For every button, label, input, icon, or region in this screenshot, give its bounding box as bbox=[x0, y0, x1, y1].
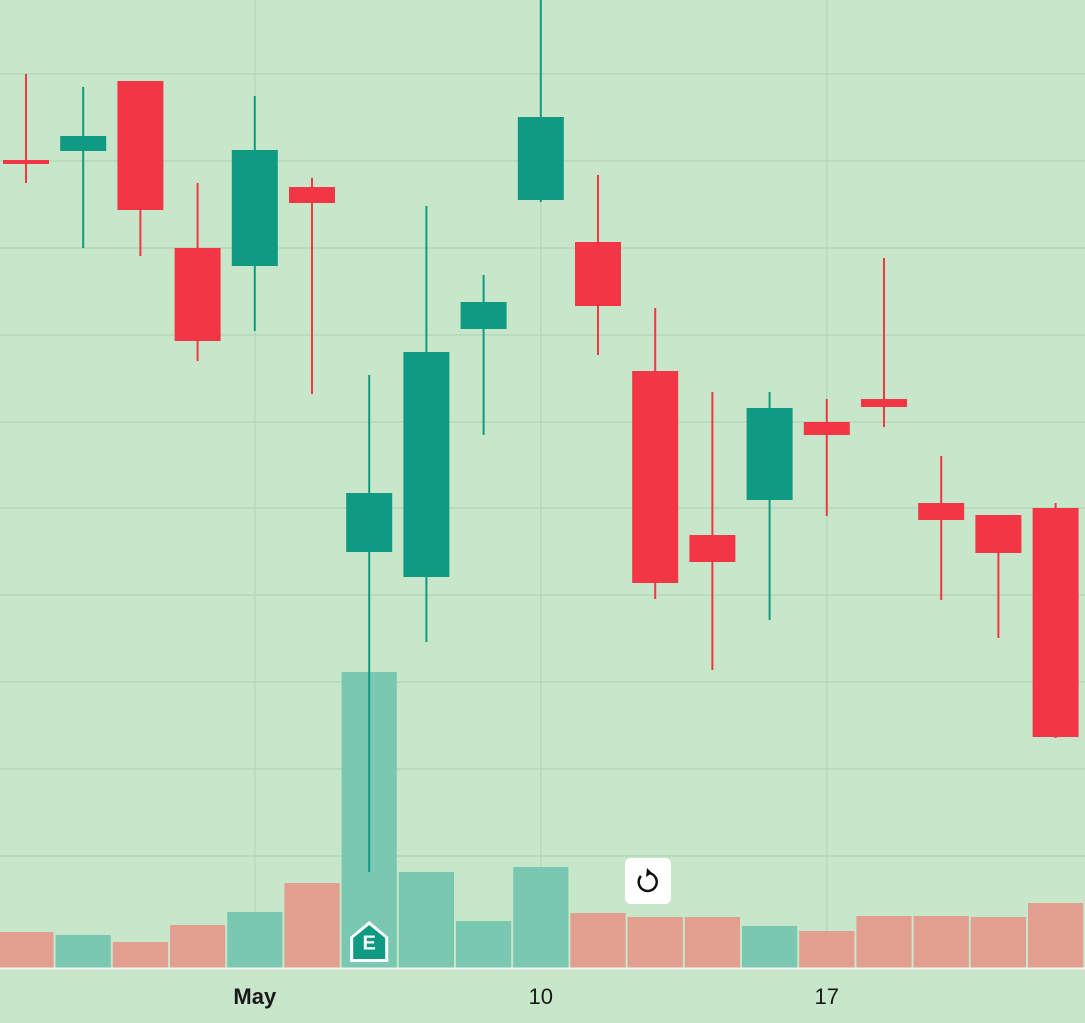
candle-body bbox=[403, 352, 450, 577]
volume-bar bbox=[684, 917, 740, 968]
x-tick-label: May bbox=[233, 984, 277, 1009]
candle-body bbox=[289, 187, 335, 203]
candle-body bbox=[803, 422, 850, 435]
candle-body bbox=[60, 136, 107, 151]
volume-bar bbox=[284, 883, 340, 968]
candle-body bbox=[632, 371, 679, 583]
candle-body bbox=[231, 150, 278, 266]
volume-bar bbox=[0, 932, 54, 968]
earnings-marker: E bbox=[350, 921, 389, 962]
volume-bar bbox=[398, 872, 454, 968]
candle-body bbox=[117, 81, 164, 210]
candle-body bbox=[1032, 508, 1079, 737]
candle-body bbox=[975, 515, 1022, 553]
volume-bar bbox=[627, 917, 683, 968]
x-tick-label: 17 bbox=[815, 984, 839, 1009]
candle-body bbox=[517, 117, 564, 200]
volume-bar bbox=[456, 921, 512, 968]
volume-bar bbox=[513, 867, 569, 968]
x-tick-label: 10 bbox=[529, 984, 553, 1009]
volume-bar bbox=[913, 916, 969, 968]
volume-bar bbox=[170, 925, 226, 968]
volume-bar bbox=[55, 935, 111, 968]
candle-body bbox=[918, 503, 965, 520]
candle-body bbox=[346, 493, 393, 552]
candle-body bbox=[3, 160, 49, 164]
volume-bar bbox=[1028, 903, 1084, 968]
volume-bar bbox=[742, 926, 798, 968]
candle-body bbox=[746, 408, 793, 500]
candle-body bbox=[689, 535, 736, 562]
volume-bar bbox=[856, 916, 912, 968]
candle-body bbox=[575, 242, 621, 306]
reset-icon bbox=[637, 871, 658, 893]
volume-bar bbox=[970, 917, 1026, 968]
candle-body bbox=[174, 248, 221, 341]
reset-icon-arrow bbox=[646, 868, 652, 877]
earnings-marker-label: E bbox=[363, 932, 376, 954]
volume-bar bbox=[227, 912, 283, 968]
volume-bar bbox=[799, 931, 855, 968]
reset-button[interactable] bbox=[625, 858, 671, 904]
earnings-marker-inner bbox=[353, 925, 386, 959]
volume-bar bbox=[112, 942, 168, 968]
candle-body bbox=[460, 302, 507, 329]
reset-button-bg[interactable] bbox=[625, 858, 671, 904]
volume-bar bbox=[570, 913, 626, 968]
candle-body bbox=[861, 399, 907, 407]
